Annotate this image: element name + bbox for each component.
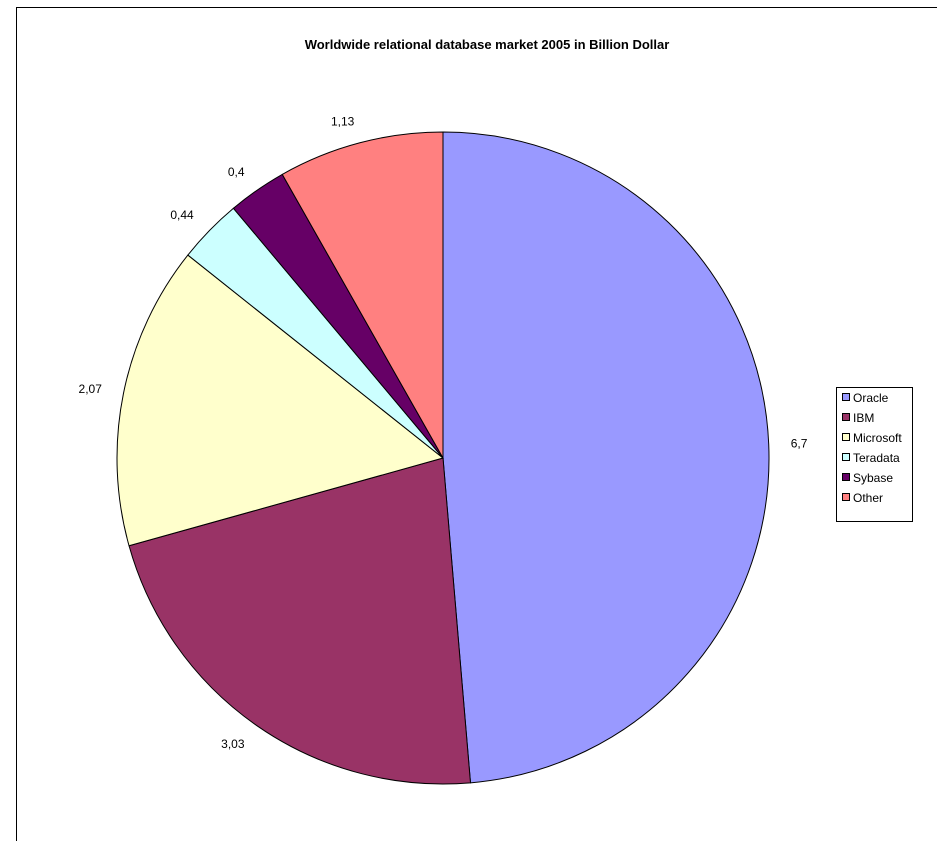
legend-label-ibm: IBM: [853, 411, 874, 425]
legend-label-sybase: Sybase: [853, 471, 893, 485]
pie-slice-other: [281, 131, 444, 460]
data-label-teradata: 0,44: [170, 208, 194, 222]
legend-label-teradata: Teradata: [853, 451, 900, 465]
data-labels: 6,7 3,03 2,07 0,44 0,4 1,13: [79, 115, 808, 751]
legend-label-other: Other: [853, 491, 883, 505]
legend-label-oracle: Oracle: [853, 391, 889, 405]
chart-title: Worldwide relational database market 200…: [305, 37, 670, 52]
data-label-oracle: 6,7: [791, 436, 808, 450]
legend-swatch-microsoft: [842, 433, 850, 441]
legend-swatch-other: [842, 493, 850, 501]
pie-slices: [116, 131, 770, 785]
legend-label-microsoft: Microsoft: [853, 431, 902, 445]
legend-swatch-teradata: [842, 453, 850, 461]
legend-swatch-oracle: [842, 393, 850, 401]
pie-slice-ibm: [128, 457, 472, 785]
legend-swatch-ibm: [842, 413, 850, 421]
data-label-sybase: 0,4: [228, 165, 245, 179]
legend-swatch-sybase: [842, 473, 850, 481]
pie-slice-microsoft: [116, 254, 445, 547]
legend: Oracle IBM Microsoft Teradata Sybase Other: [836, 387, 913, 522]
data-label-microsoft: 2,07: [79, 382, 103, 396]
data-label-other: 1,13: [331, 115, 355, 129]
pie-slice-oracle: [442, 131, 770, 784]
data-label-ibm: 3,03: [221, 737, 245, 751]
